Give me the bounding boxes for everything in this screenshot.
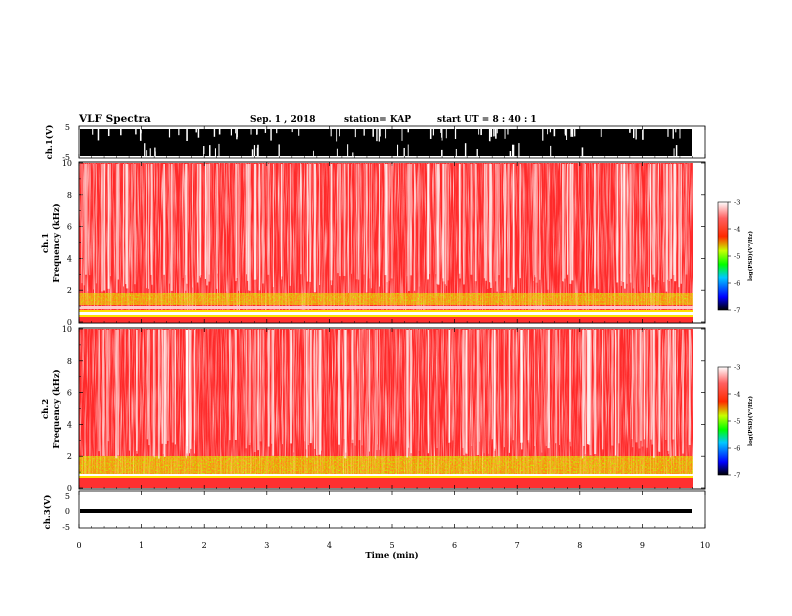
time-tick-label: 9	[640, 541, 645, 550]
ch1-waveform-gaps	[92, 129, 681, 156]
ch1-colorbar-scale	[717, 201, 729, 311]
ch1-ytick-bottom: -5	[62, 153, 70, 162]
frequency-tick-label: 4	[67, 254, 72, 263]
frequency-tick-label: 6	[67, 389, 72, 398]
frequency-tick-label: 6	[67, 223, 72, 232]
ch3-ytick-top: 5	[65, 492, 70, 501]
time-tick-label: 10	[700, 541, 710, 550]
time-tick-label: 7	[515, 541, 520, 550]
frequency-tick-label: 8	[67, 357, 72, 366]
ch2-channel-label: ch.2	[41, 399, 51, 419]
colorbar-tick-label: -7	[734, 307, 740, 315]
ch1-colorbar-ticks: -3 -4 -5 -6 -7	[728, 199, 740, 315]
ch1-spectrogram-yticks: 10 8 6 4 2 0	[62, 159, 705, 327]
ch3-ytick-bottom: -5	[62, 523, 70, 532]
header-date: Sep. 1 , 2018	[250, 115, 316, 125]
ch2-spectrogram-yticks: 10 8 6 4 2 0	[62, 325, 705, 493]
time-tick-label: 6	[452, 541, 457, 550]
colorbar-tick-label: -6	[734, 280, 740, 288]
time-tick-label: 5	[389, 541, 394, 550]
header-start-time: start UT = 8 : 40 : 1	[437, 115, 537, 125]
ch3-ytick-mid: 0	[65, 507, 70, 516]
time-tick-label: 1	[139, 541, 144, 550]
frequency-tick-label: 10	[62, 325, 72, 334]
ch1-ytick-top: 5	[65, 123, 70, 132]
ch2-colorbar: -3 -4 -5 -6 -7 log(PSD)(V²/Hz)	[717, 364, 754, 480]
frequency-tick-label: 0	[67, 484, 72, 493]
colorbar-tick-label: -3	[734, 364, 740, 372]
ch1-channel-label: ch.1	[41, 233, 51, 253]
ch2-spectrogram-panel: 10 8 6 4 2 0 ch.2 Frequency (kHz)	[41, 325, 706, 493]
colorbar-tick-label: -5	[734, 253, 740, 261]
ch2-frequency-ylabel: Frequency (kHz)	[51, 369, 62, 448]
frequency-tick-label: 8	[67, 191, 72, 200]
ch1-spectrogram-image	[79, 163, 693, 323]
ch1-colorbar: -3 -4 -5 -6 -7 log(PSD)(V²/Hz)	[717, 199, 754, 315]
time-tick-label: 2	[202, 541, 207, 550]
ch1-colorbar-label: log(PSD)(V²/Hz)	[747, 231, 754, 281]
ch1-spectrogram-frame-outline	[78, 161, 706, 324]
frequency-tick-label: 2	[67, 286, 72, 295]
frequency-tick-label: 0	[67, 318, 72, 327]
time-tick-label: 8	[577, 541, 582, 550]
ch2-spectrogram-image	[79, 329, 693, 488]
ch2-colorbar-label: log(PSD)(V²/Hz)	[747, 396, 754, 446]
colorbar-tick-label: -7	[734, 472, 740, 480]
colorbar-tick-label: -3	[734, 199, 740, 207]
colorbar-tick-label: -5	[734, 418, 740, 426]
frequency-tick-label: 10	[62, 159, 72, 168]
ch2-colorbar-ticks: -3 -4 -5 -6 -7	[728, 364, 740, 480]
ch1-frequency-ylabel: Frequency (kHz)	[51, 203, 62, 282]
figure-title: VLF Spectra	[78, 113, 151, 125]
ch1-waveform-ylabel: ch.1(V)	[44, 125, 55, 160]
ch3-waveform-panel: 5 0 -5 ch.3(V)	[42, 490, 706, 532]
frequency-tick-label: 4	[67, 420, 72, 429]
ch1-waveform-panel: 5 -5 ch.1(V)	[44, 123, 706, 162]
ch1-spectrogram-panel: 10 8 6 4 2 0 ch.1 Frequency (kHz)	[41, 159, 706, 327]
time-axis-label: Time (min)	[365, 550, 418, 561]
colorbar-tick-label: -6	[734, 445, 740, 453]
time-tick-label: 4	[327, 541, 332, 550]
colorbar-tick-label: -4	[734, 226, 740, 234]
time-tick-label: 3	[264, 541, 269, 550]
ch3-waveform-ylabel: ch.3(V)	[42, 495, 53, 530]
header-station: station= KAP	[344, 115, 411, 125]
frequency-tick-label: 2	[67, 452, 72, 461]
ch2-colorbar-scale	[717, 366, 729, 476]
ch3-waveform-trace	[80, 509, 692, 513]
ch2-spectrogram-frame-outline	[78, 327, 706, 490]
colorbar-tick-label: -4	[734, 391, 740, 399]
time-tick-label: 0	[76, 541, 81, 550]
